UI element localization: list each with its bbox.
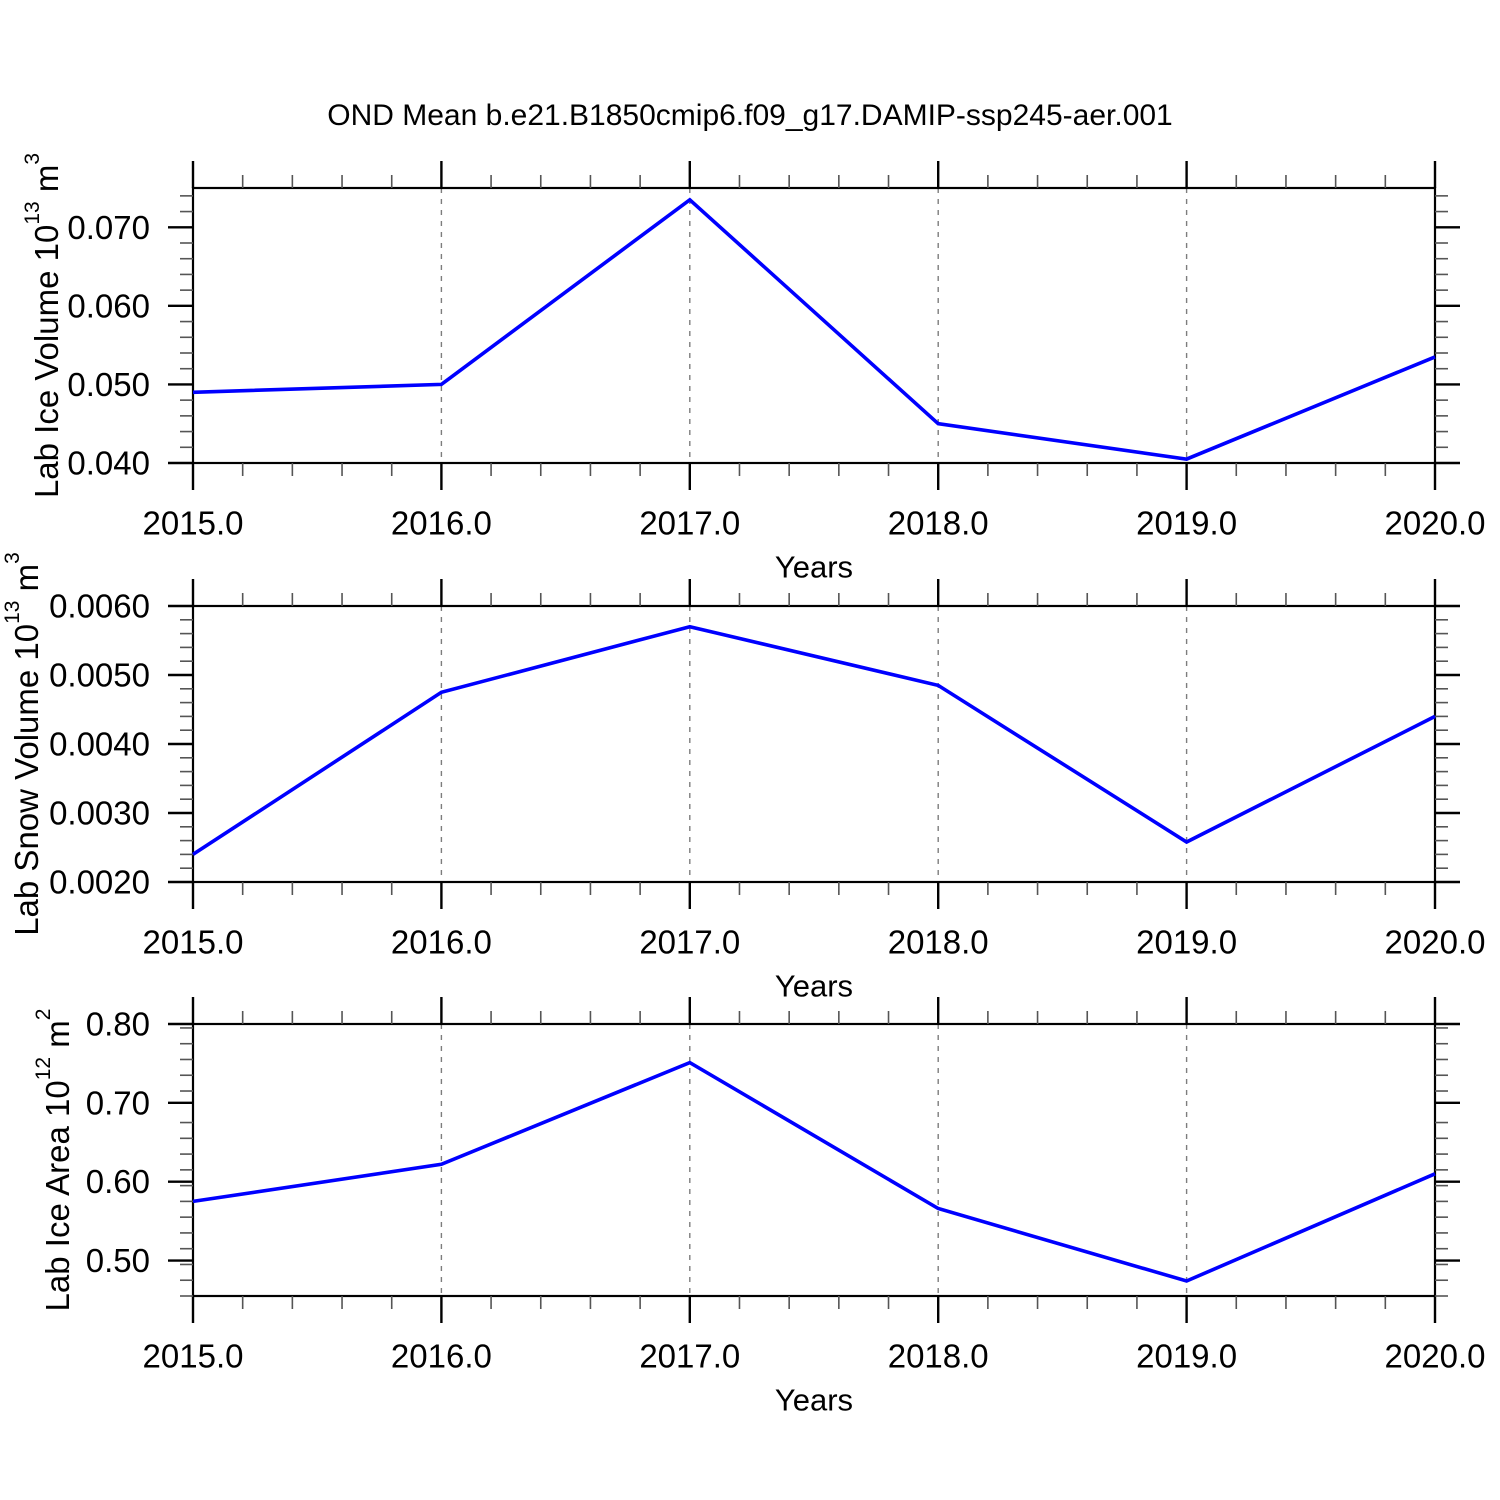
lab-snow-volume-chart: 2015.0 2016.0 2017.0 2018.0 2019.0 2020.0 0.00… [1,552,1486,1003]
x-axis-label: Years [775,969,853,1004]
y-tick-label: 0.0050 [49,657,150,694]
x-tick-label: 2015.0 [143,924,244,961]
x-tick-label: 2018.0 [888,1338,989,1375]
x-tick-label: 2015.0 [143,505,244,542]
x-tick-label: 2020.0 [1385,924,1486,961]
x-tick-label: 2019.0 [1136,505,1237,542]
lab-ice-area-chart: 2015.0 2016.0 2017.0 2018.0 2019.0 2020.0 0.50… [32,997,1486,1418]
y-tick-label: 0.0030 [49,795,150,832]
y-axis-label: Lab Snow Volume 1013 m3 [1,552,45,936]
plot-frame [191,1022,1437,1298]
x-tick-label: 2017.0 [639,1338,740,1375]
x-axis-label: Years [775,550,853,585]
y-tick-label: 0.0020 [49,864,150,901]
y-tick-label: 0.040 [67,445,150,482]
y-axis-label: Lab Ice Area 1012 m2 [32,1009,76,1312]
x-tick-label: 2018.0 [888,924,989,961]
x-tick-label: 2019.0 [1136,1338,1237,1375]
x-axis-label: Years [775,1383,853,1418]
plot-frame [191,604,1437,884]
x-tick-label: 2016.0 [391,505,492,542]
y-tick-label: 0.0060 [49,588,150,625]
y-tick-label: 0.60 [86,1163,150,1200]
x-tick-label: 2017.0 [639,505,740,542]
y-tick-label: 0.060 [67,287,150,324]
y-tick-label: 0.70 [86,1084,150,1121]
y-axis-label: Lab Ice Volume 1013 m3 [21,153,65,498]
x-tick-label: 2020.0 [1385,505,1486,542]
y-tick-label: 0.50 [86,1242,150,1279]
chart-title: OND Mean b.e21.B1850cmip6.f09_g17.DAMIP-… [327,99,1173,132]
y-tick-label: 0.050 [67,366,150,403]
y-tick-label: 0.070 [67,209,150,246]
plot-frame [191,186,1437,465]
lab-ice-volume-chart: 2015.0 2016.0 2017.0 2018.0 2019.0 2020.0 0.04… [21,153,1486,585]
x-tick-label: 2017.0 [639,924,740,961]
y-tick-label: 0.0040 [49,726,150,763]
x-tick-label: 2015.0 [143,1338,244,1375]
x-tick-label: 2020.0 [1385,1338,1486,1375]
x-tick-label: 2019.0 [1136,924,1237,961]
y-tick-label: 0.80 [86,1006,150,1043]
lab-ice-volume-data-line [192,197,1436,461]
x-tick-label: 2018.0 [888,505,989,542]
lab-ice-area-data-line [192,1060,1436,1283]
lab-snow-volume-data-line [192,624,1436,856]
x-tick-label: 2016.0 [391,924,492,961]
x-tick-label: 2016.0 [391,1338,492,1375]
